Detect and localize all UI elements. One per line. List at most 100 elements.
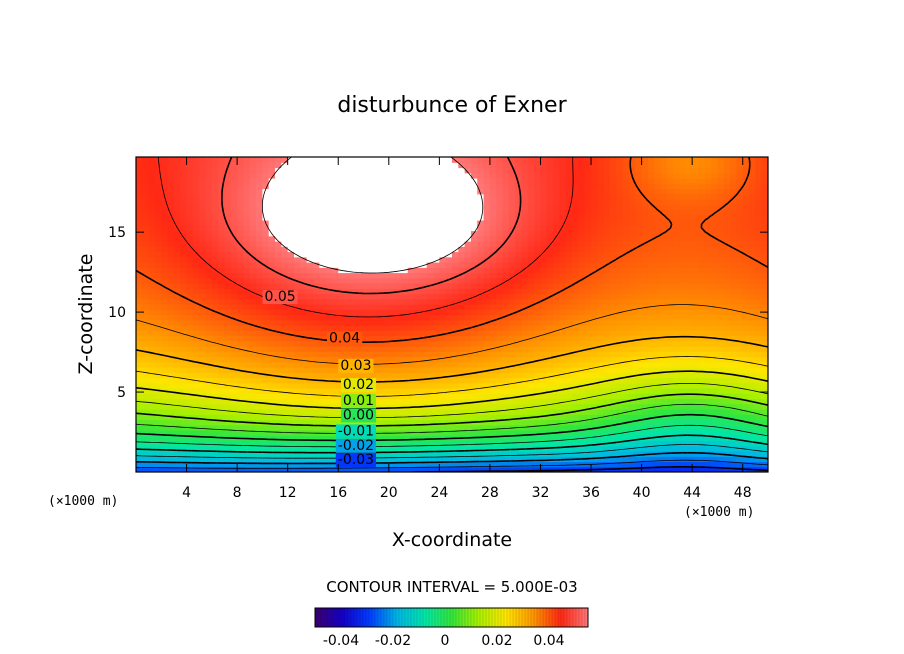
field-cell [527,214,535,221]
field-cell [597,267,605,274]
field-cell [508,178,516,184]
field-cell [572,335,579,342]
field-cell [173,372,181,379]
field-cell [654,319,662,326]
field-cell [199,272,207,279]
field-cell [647,220,655,226]
field-cell [262,367,270,373]
field-cell [350,246,358,253]
field-cell [572,388,579,394]
field-cell [654,351,662,358]
field-cell [224,288,232,295]
field-cell [243,230,251,237]
field-cell [154,178,162,184]
field-cell [433,361,440,368]
field-cell [363,188,371,195]
field-cell [641,466,649,472]
field-cell [186,314,194,321]
field-cell [281,309,289,316]
field-cell [148,167,156,174]
field-cell [319,293,327,300]
field-cell [154,440,162,447]
field-cell [199,319,207,326]
field-cell [306,298,314,305]
field-cell [458,325,466,331]
field-cell [597,172,605,179]
field-cell [382,262,390,268]
field-cell [578,393,586,400]
field-cell [294,340,301,347]
field-cell [414,220,421,226]
field-cell [483,435,491,442]
field-cell [534,262,542,268]
contour-field [136,157,768,472]
field-cell [584,209,592,216]
field-cell [376,377,384,384]
field-cell [584,445,592,452]
field-cell [376,451,384,457]
field-cell [294,398,301,405]
field-cell [331,241,339,247]
field-cell [546,409,554,415]
field-cell [540,351,548,358]
field-cell [578,351,586,358]
field-cell [407,288,415,295]
field-cell [414,157,421,163]
field-cell [439,288,447,295]
field-cell [199,466,207,472]
field-cell [287,309,295,316]
field-cell [464,403,472,410]
field-cell [433,293,440,300]
field-cell [635,430,643,436]
field-cell [414,293,421,300]
field-cell [167,172,175,179]
field-cell [527,235,535,242]
field-cell [622,340,630,347]
field-cell [199,361,207,368]
field-cell [502,466,510,472]
field-cell [287,435,295,442]
field-cell [344,225,352,232]
field-cell [281,267,289,274]
field-cell [628,388,636,394]
field-cell [647,393,655,400]
field-cell [262,377,270,384]
field-cell [344,251,352,258]
field-cell [256,461,263,468]
field-cell [376,330,384,337]
field-cell [445,188,453,195]
field-cell [338,204,346,211]
field-cell [477,246,485,253]
field-cell [287,382,295,389]
field-cell [180,456,188,463]
field-cell [635,382,643,389]
field-cell [496,267,504,274]
field-cell [641,272,649,279]
field-cell [382,235,390,242]
field-cell [496,178,504,184]
field-cell [572,214,579,221]
field-cell [312,230,320,237]
field-cell [401,451,409,457]
field-cell [527,440,535,447]
field-cell [199,167,207,174]
field-cell [426,456,434,463]
field-cell [243,188,251,195]
field-cell [319,314,327,321]
field-cell [553,277,561,284]
field-cell [515,246,523,253]
field-cell [527,319,535,326]
field-cell [433,367,440,373]
field-cell [338,167,346,174]
field-cell [154,246,162,253]
field-cell [294,304,301,310]
field-cell [502,461,510,468]
field-cell [578,230,586,237]
field-cell [237,225,245,232]
field-cell [275,361,282,368]
field-cell [173,451,181,457]
field-cell [300,377,308,384]
field-cell [306,293,314,300]
field-cell [578,246,586,253]
field-cell [521,235,529,242]
